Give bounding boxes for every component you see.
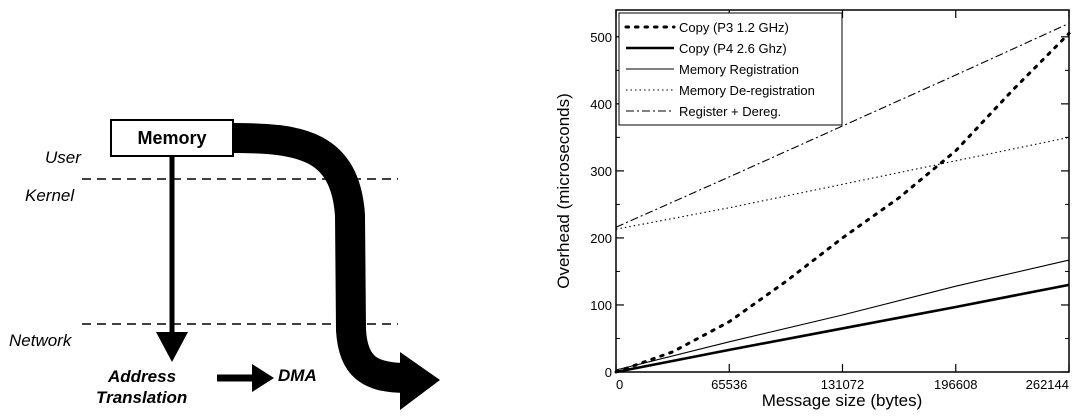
chart-svg: 0 65536 131072 196608 262144 0 100 200 300 400 50… [554, 9, 1071, 410]
legend-label: Copy (P3 1.2 GHz) [679, 20, 789, 35]
x-tick-label: 196608 [934, 377, 977, 392]
memory-box: Memory [110, 119, 234, 157]
legend-label: Copy (P4 2.6 Ghz) [679, 41, 787, 56]
series-line [614, 31, 1071, 374]
address-to-dma-arrow-head [252, 364, 274, 392]
y-axis-label: Overhead (microseconds) [554, 93, 573, 289]
series-lines [614, 22, 1071, 374]
y-axis-ticks: 0 100 200 300 400 500 [590, 30, 1069, 380]
memory-box-label: Memory [137, 127, 207, 148]
user-label: User [45, 148, 81, 167]
y-tick-label: 400 [590, 97, 612, 112]
translation-label: Translation [96, 388, 188, 407]
memory-down-arrow-head [156, 332, 188, 362]
address-label: Address [108, 367, 177, 386]
architecture-diagram: Memory User Kernel Network Address Trans… [0, 0, 460, 412]
legend: Copy (P3 1.2 GHz) Copy (P4 2.6 Ghz) Memory… [624, 20, 815, 119]
y-tick-label: 0 [605, 365, 612, 380]
legend-label: Memory Registration [679, 62, 799, 77]
y-tick-label: 300 [590, 164, 612, 179]
dma-data-path-head [400, 352, 440, 410]
dma-label: DMA [278, 366, 317, 385]
x-tick-label: 131072 [821, 377, 864, 392]
series-line [615, 136, 1070, 230]
network-label: Network [9, 331, 72, 350]
x-axis-label: Message size (bytes) [762, 391, 923, 410]
x-tick-label: 65536 [711, 377, 747, 392]
series-line [615, 22, 1070, 228]
kernel-label: Kernel [25, 186, 75, 205]
series-line [615, 259, 1070, 371]
y-tick-label: 200 [590, 231, 612, 246]
y-tick-label: 500 [590, 30, 612, 45]
series-line [615, 283, 1070, 374]
x-axis-ticks: 0 65536 131072 196608 262144 [615, 10, 1070, 392]
x-tick-label: 262144 [1026, 377, 1069, 392]
legend-label: Memory De-registration [679, 83, 815, 98]
diagram-graphics [82, 123, 440, 410]
y-tick-label: 100 [590, 298, 612, 313]
x-tick-label: 0 [616, 377, 623, 392]
dma-data-path [233, 123, 407, 393]
legend-label: Register + Dereg. [679, 104, 781, 119]
overhead-chart: 0 65536 131072 196608 262144 0 100 200 300 400 50… [540, 0, 1074, 412]
